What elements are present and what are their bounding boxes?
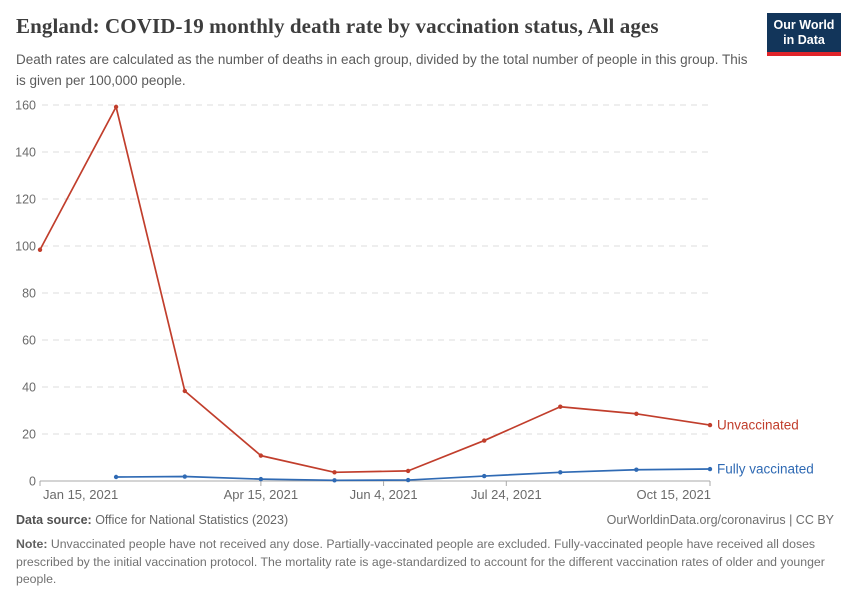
series-point	[258, 453, 264, 458]
x-axis-tick-label: Jan 15, 2021	[43, 487, 118, 502]
y-axis-tick-label: 100	[15, 240, 36, 254]
series-point	[405, 468, 411, 474]
series-point	[113, 474, 119, 480]
series-point	[558, 470, 563, 475]
series-point	[182, 474, 187, 479]
series-point	[37, 247, 43, 252]
y-axis-tick-label: 0	[29, 475, 36, 489]
data-source: Data source: Office for National Statist…	[16, 512, 288, 529]
data-source-label: Data source:	[16, 513, 92, 527]
y-axis-tick-label: 80	[22, 287, 36, 301]
series-point	[182, 388, 187, 394]
series-point	[332, 478, 337, 483]
series-point	[405, 477, 411, 483]
x-axis-tick-label: Jun 4, 2021	[350, 487, 418, 502]
series-point	[258, 476, 264, 482]
owid-logo[interactable]: Our World in Data	[767, 13, 841, 56]
series-line-fully-vaccinated[interactable]	[116, 468, 711, 482]
owid-logo-line1: Our World	[773, 18, 835, 32]
data-source-value: Office for National Statistics (2023)	[91, 513, 289, 527]
y-axis-tick-label: 20	[22, 428, 36, 442]
owid-url-link[interactable]: OurWorldinData.org/coronavirus | CC BY	[606, 513, 834, 527]
chart-canvas[interactable]: 0 20 40 60 80 100 120 140 160 Jan 15, 2021 Apr 15,…	[0, 86, 850, 510]
y-axis-tick-label: 160	[15, 99, 36, 113]
series-point	[707, 422, 713, 428]
x-axis-tick-label: Oct 15, 2021	[637, 487, 711, 502]
x-axis-tick-label: Apr 15, 2021	[224, 487, 298, 502]
series-label-fully-vaccinated[interactable]: Fully vaccinated	[717, 462, 814, 477]
y-axis-tick-label: 60	[22, 334, 36, 348]
series-point	[113, 104, 119, 110]
x-axis-tick-label: Jul 24, 2021	[471, 487, 542, 502]
series-point	[634, 467, 639, 472]
chart-subtitle: Death rates are calculated as the number…	[16, 52, 748, 88]
y-axis-tick-label: 40	[22, 381, 36, 395]
series-point	[482, 473, 487, 479]
y-axis-tick-label: 120	[15, 193, 36, 207]
series-label-unvaccinated[interactable]: Unvaccinated	[717, 418, 799, 433]
series-point	[707, 466, 713, 472]
series-point	[634, 411, 639, 416]
owid-logo-line2: in Data	[783, 33, 825, 47]
y-axis-tick-label: 140	[15, 146, 36, 160]
series-point	[558, 404, 563, 409]
series-point	[482, 438, 487, 443]
page-title: England: COVID-19 monthly death rate by …	[16, 14, 659, 38]
chart-note: Note: Unvaccinated people have not recei…	[16, 536, 836, 589]
chart-note-text: Unvaccinated people have not received an…	[16, 537, 825, 586]
series-point	[332, 470, 337, 475]
chart-note-label: Note:	[16, 537, 48, 551]
series-line-unvaccinated[interactable]	[39, 106, 711, 474]
